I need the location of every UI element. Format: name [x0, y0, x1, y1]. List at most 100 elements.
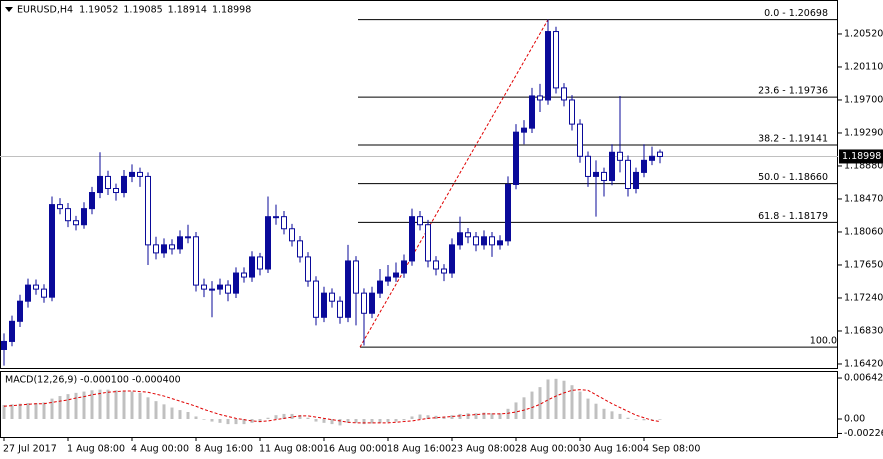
candle-body — [361, 292, 367, 314]
candle-body — [513, 131, 519, 185]
fib-label: 61.8 - 1.18179 — [758, 211, 828, 222]
candle-body — [297, 240, 303, 258]
candle-body — [625, 159, 631, 190]
macd-tick-label: -0.002266 — [844, 428, 883, 439]
y-tick-label: 1.17650 — [844, 259, 883, 270]
candle-body — [369, 292, 375, 314]
candle-body — [49, 204, 55, 298]
candle-body — [449, 244, 455, 274]
fib-label: 38.2 - 1.19141 — [758, 133, 828, 144]
candle-body — [129, 171, 135, 177]
candle-body — [321, 292, 327, 318]
candle-body — [97, 175, 103, 194]
candle-body — [433, 260, 439, 270]
candle-body — [569, 99, 575, 125]
y-tick-label: 1.20110 — [844, 61, 883, 72]
candle-body — [209, 288, 215, 291]
candle-body — [169, 244, 175, 250]
main-panel — [0, 0, 838, 369]
x-tick-label: 30 Aug 16:00 — [579, 444, 643, 455]
candle-body — [609, 151, 615, 181]
x-tick-label: 23 Aug 08:00 — [451, 444, 515, 455]
candle-body — [553, 31, 559, 89]
y-tick-label: 1.16420 — [844, 358, 883, 369]
current-price-label: 1.18998 — [842, 151, 881, 162]
candle-body — [217, 284, 223, 290]
candle-body — [425, 224, 431, 262]
candle-body — [585, 155, 591, 177]
y-tick-label: 1.20520 — [844, 28, 883, 39]
candle-body — [193, 236, 199, 286]
candle-body — [57, 204, 63, 210]
ohlc-value: 1.18998 — [212, 5, 251, 16]
x-tick-label: 18 Aug 16:00 — [387, 444, 451, 455]
candle-body — [417, 216, 423, 226]
candle-body — [249, 256, 255, 278]
candle-body — [617, 151, 623, 161]
fib-trendline — [359, 19, 549, 348]
fib-label: 0.0 - 1.20698 — [764, 8, 828, 19]
candle-body — [201, 284, 207, 290]
y-tick-label: 1.18060 — [844, 226, 883, 237]
x-tick-label: 8 Aug 16:00 — [195, 444, 253, 455]
candle-body — [521, 127, 527, 133]
candle-body — [289, 228, 295, 242]
candle-body — [649, 155, 655, 161]
candle-body — [89, 192, 95, 210]
candle-body — [105, 175, 111, 190]
x-tick-label: 4 Aug 00:00 — [131, 444, 189, 455]
candle-body — [161, 244, 167, 254]
candle-body — [641, 159, 647, 173]
ohlc-value: 1.19052 — [79, 5, 118, 16]
candle-body — [489, 236, 495, 246]
candle-body — [593, 171, 599, 177]
candle-body — [305, 256, 311, 282]
x-tick-label: 28 Aug 00:00 — [515, 444, 579, 455]
current-price-box — [839, 149, 883, 164]
candle-body — [17, 300, 23, 322]
candle-body — [137, 171, 143, 177]
fib-label: 100.0 — [810, 336, 837, 347]
candle-body — [345, 260, 351, 318]
menu-arrow[interactable] — [5, 7, 13, 12]
candle-body — [281, 216, 287, 230]
candle-body — [457, 232, 463, 246]
candle-body — [65, 208, 71, 222]
candle-body — [497, 240, 503, 246]
candle-body — [409, 216, 415, 262]
candle-body — [41, 288, 47, 298]
macd-tick-label: 0.006425 — [844, 373, 883, 384]
y-tick-label: 1.18880 — [844, 160, 883, 171]
candle-body — [153, 244, 159, 254]
y-tick-label: 1.19700 — [844, 94, 883, 105]
candle-body — [241, 272, 247, 278]
y-tick-label: 1.18470 — [844, 193, 883, 204]
macd-tick-label: 0.00 — [844, 414, 865, 425]
candle-body — [329, 292, 335, 302]
candle-body — [177, 236, 183, 250]
candle-body — [577, 123, 583, 157]
symbol: EURUSD,H4 — [17, 5, 73, 16]
candle-body — [73, 220, 79, 226]
candle-body — [377, 280, 383, 294]
fib-label: 23.6 - 1.19736 — [758, 86, 828, 97]
candle-body — [33, 284, 39, 290]
candle-body — [25, 284, 31, 302]
y-tick-label: 1.19290 — [844, 127, 883, 138]
x-tick-label: 11 Aug 08:00 — [259, 444, 323, 455]
candle-body — [353, 260, 359, 294]
candle-body — [385, 276, 391, 282]
candle-body — [441, 268, 447, 274]
candle-body — [505, 183, 511, 242]
candle-body — [465, 232, 471, 238]
y-tick-label: 1.17240 — [844, 292, 883, 303]
candle-body — [113, 188, 119, 194]
candle-body — [1, 340, 7, 350]
ohlc-value: 1.18914 — [168, 5, 207, 16]
candle-body — [9, 320, 15, 342]
macd-title: MACD(12,26,9) -0.000100 -0.000400 — [5, 375, 181, 386]
candle-body — [313, 280, 319, 318]
x-tick-label: 16 Aug 00:00 — [323, 444, 387, 455]
candle-body — [185, 236, 191, 239]
